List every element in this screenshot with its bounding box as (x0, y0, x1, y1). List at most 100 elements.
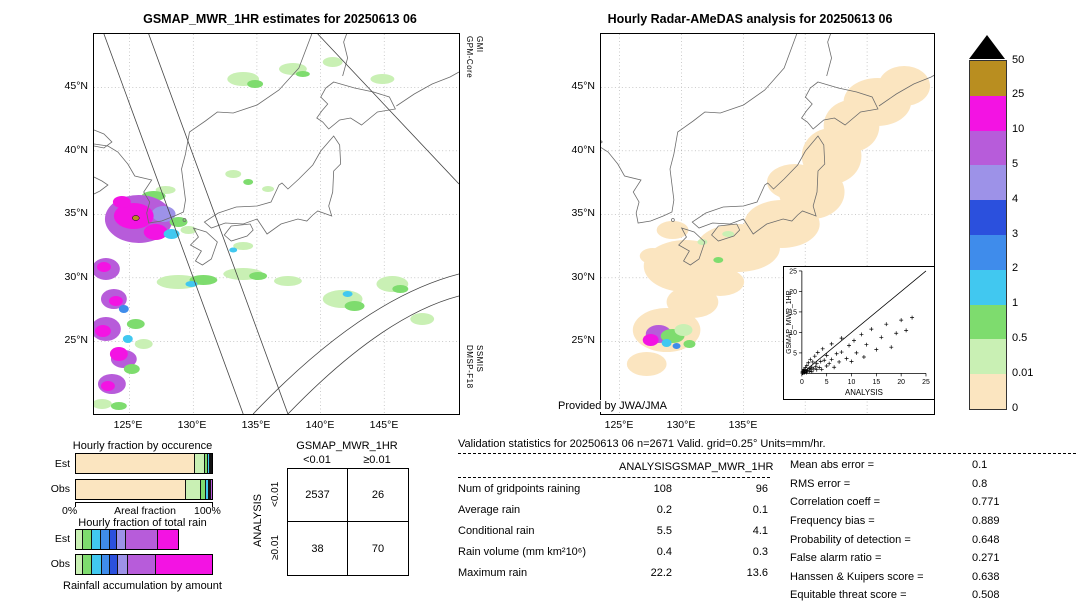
data-credit: Provided by JWA/JMA (556, 400, 670, 412)
left-map (93, 33, 460, 415)
right-map (600, 33, 935, 415)
axis-tick (75, 503, 76, 507)
lat-tick-label: 40°N (64, 144, 88, 156)
stats-row-gsmap-value: 13.6 (746, 566, 768, 579)
sensor-label-line: SSMIS (475, 345, 484, 373)
svg-text:15: 15 (789, 309, 797, 316)
totalrain-obs-bar (75, 554, 213, 575)
lon-tick-label: 145°E (369, 419, 399, 431)
svg-text:10: 10 (789, 330, 797, 337)
sensor-label-line: GPM-Core (465, 36, 474, 79)
lat-tick-label: 25°N (571, 334, 595, 346)
svg-text:20: 20 (789, 289, 797, 296)
score-row: Mean abs error = 0.1 (790, 456, 1076, 475)
score-row: RMS error = 0.8 (790, 475, 1076, 494)
score-label: Mean abs error = (790, 459, 875, 472)
stats-row: Maximum rain 22.2 13.6 (458, 562, 770, 583)
score-value: 0.889 (972, 515, 1000, 528)
sensor-label-gpm: GPM-Core GMI (464, 36, 484, 126)
lon-tick-label: 125°E (604, 419, 634, 431)
colorbar-cells (969, 60, 1007, 410)
totalrain-est-bar (75, 529, 179, 550)
lat-tick-label: 30°N (571, 271, 595, 283)
score-row: False alarm ratio = 0.271 (790, 549, 1076, 568)
lat-tick-label: 45°N (571, 80, 595, 92)
contingency-row-label: <0.01 (270, 481, 281, 508)
score-value: 0.271 (972, 552, 1000, 565)
left-map-title: GSMAP_MWR_1HR estimates for 20250613 06 (143, 12, 417, 26)
svg-text:20: 20 (897, 379, 905, 386)
score-value: 0.1 (972, 459, 988, 472)
contingency-cell-miss: 38 (288, 522, 348, 575)
colorbar-labels: 50 25 10 5 4 3 2 1 0.5 0.01 0 (1012, 53, 1034, 414)
score-value: 0.648 (972, 533, 1000, 546)
stats-row: Average rain 0.2 0.1 (458, 499, 770, 520)
occurrence-est-label: Est (54, 458, 70, 470)
svg-text:0: 0 (800, 379, 804, 386)
scatter-inset-canvas: 0 5 10 15 20 25 5 10 15 20 25 ANALYSIS GSMAP_MWR_1HR (786, 268, 930, 397)
score-value: 0.771 (972, 496, 1000, 509)
svg-text:GSMAP_MWR_1HR: GSMAP_MWR_1HR (786, 290, 793, 353)
stats-row-gsmap-value: 96 (755, 482, 768, 495)
occurrence-x-label: Areal fraction (114, 505, 176, 517)
lon-tick-label: 140°E (305, 419, 335, 431)
score-label: Frequency bias = (790, 515, 875, 528)
contingency-cell-hit: 70 (371, 542, 385, 555)
lat-tick-label: 25°N (64, 334, 88, 346)
stats-row: Num of gridpoints raining 108 96 (458, 478, 770, 499)
gmi-swath-lines (103, 34, 459, 414)
stats-title: Validation statistics for 20250613 06 n=… (458, 438, 1076, 454)
stats-row: Conditional rain 5.5 4.1 (458, 520, 770, 541)
stats-row-analysis-value: 22.2 (650, 566, 672, 579)
score-row: Frequency bias = 0.889 (790, 512, 1076, 531)
lat-tick-label: 40°N (571, 144, 595, 156)
score-label: Hanssen & Kuipers score = (790, 570, 924, 583)
score-label: False alarm ratio = (790, 552, 882, 565)
contingency-title: GSMAP_MWR_1HR (296, 440, 398, 452)
score-label: RMS error = (790, 477, 851, 490)
score-row: Equitable threat score = 0.508 (790, 586, 1076, 605)
lon-tick-label: 125°E (113, 419, 143, 431)
stats-header-row: ANALYSIS GSMAP_MWR_1HR (458, 456, 773, 478)
occurrence-obs-bar (75, 479, 213, 500)
lat-tick-label: 30°N (64, 271, 88, 283)
occurrence-axis (75, 502, 213, 507)
contingency-cell-false-alarm: 26 (348, 469, 408, 522)
svg-text:15: 15 (873, 379, 881, 386)
sensor-label-dmsp: DMSP-F18 SSMIS (464, 345, 484, 415)
lat-tick-label: 45°N (64, 80, 88, 92)
svg-text:5: 5 (793, 350, 797, 357)
totalrain-caption: Rainfall accumulation by amount (63, 580, 222, 592)
occurrence-x-min: 0% (62, 505, 78, 517)
occurrence-obs-label: Obs (50, 483, 70, 495)
stats-row-gsmap-value: 0.3 (752, 545, 768, 558)
totalrain-chart-title: Hourly fraction of total rain (78, 517, 207, 529)
score-label: Probability of detection = (790, 533, 911, 546)
stats-row-gsmap-value: 0.1 (752, 503, 768, 516)
svg-text:10: 10 (848, 379, 856, 386)
totalrain-est-label: Est (54, 533, 70, 545)
occurrence-x-max: 100% (194, 505, 221, 517)
score-value: 0.508 (972, 589, 1000, 602)
contingency-col-label: <0.01 (303, 454, 331, 466)
stats-col-header-analysis: ANALYSIS (619, 460, 672, 473)
stats-row-analysis-value: 0.4 (656, 545, 672, 558)
totalrain-obs-label: Obs (50, 558, 70, 570)
stats-row: Rain volume (mm km²10⁶) 0.4 0.3 (458, 541, 770, 562)
lon-tick-label: 130°E (177, 419, 207, 431)
svg-text:25: 25 (922, 379, 930, 386)
score-row: Hanssen & Kuipers score = 0.638 (790, 568, 1076, 587)
score-value: 0.8 (972, 477, 988, 490)
left-map-canvas (94, 34, 459, 414)
stats-row-label: Maximum rain (458, 566, 528, 579)
contingency-table: 2537 26 38 70 (287, 468, 409, 576)
contingency-col-label: ≥0.01 (363, 454, 391, 466)
score-label: Equitable threat score = (790, 589, 907, 602)
validation-stats-block: Validation statistics for 20250613 06 n=… (458, 438, 1076, 605)
score-label: Correlation coeff = (790, 496, 880, 509)
stats-row-analysis-value: 108 (653, 482, 672, 495)
contingency-y-axis-label: ANALYSIS (252, 494, 264, 548)
stats-row-label: Average rain (458, 503, 521, 516)
lon-tick-label: 135°E (241, 419, 271, 431)
